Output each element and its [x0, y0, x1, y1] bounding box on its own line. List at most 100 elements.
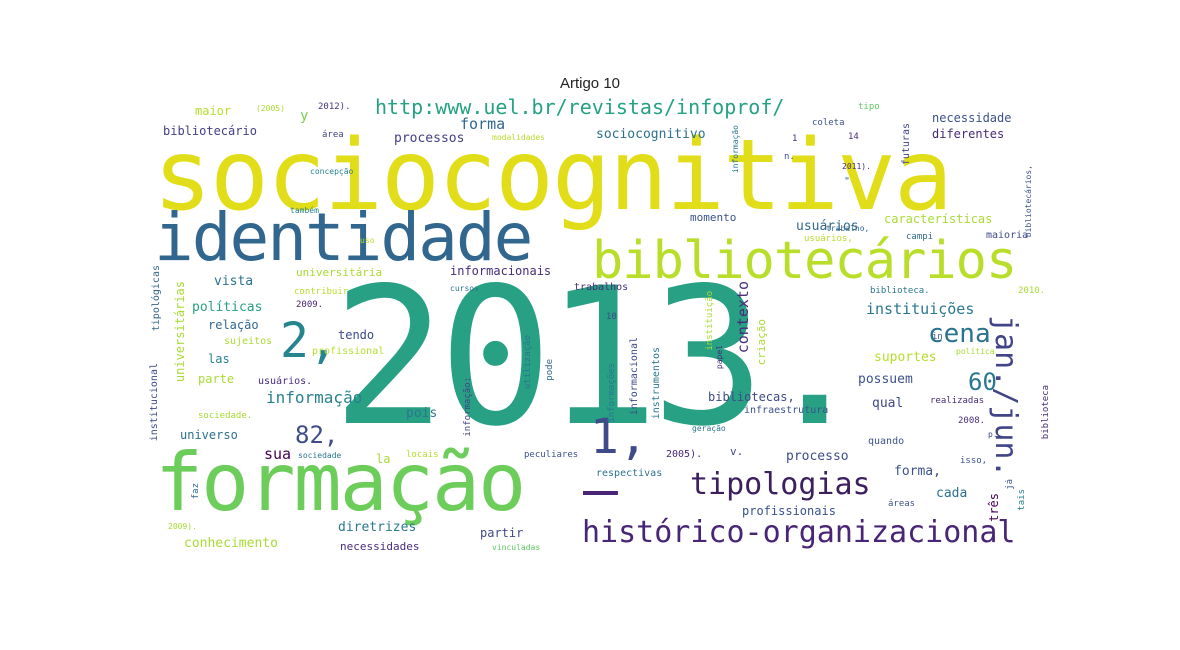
word-url: http:www.uel.br/revistas/infoprof/ [375, 95, 785, 119]
word-biblioteca: biblioteca. [870, 286, 930, 296]
word-informacoes: informações [607, 363, 617, 423]
word-profissional: profissional [312, 346, 385, 357]
word-usuarios3: usuários. [258, 376, 313, 387]
word-processo: processo [786, 449, 849, 464]
word-sua: sua [264, 445, 292, 463]
word-qual: qual [872, 396, 904, 411]
word-uso: uso [360, 236, 375, 245]
word-criacao: criação [755, 319, 768, 366]
word-in: in [932, 332, 943, 342]
word-diretrizes: diretrizes [338, 520, 417, 535]
word-quote: " [844, 176, 851, 187]
word-relacao: relação [208, 318, 259, 332]
word-cloud: 2013. sociocognitiva formação identidade… [149, 95, 1051, 565]
word-partir: partir [480, 526, 524, 540]
word-tendo: tendo [338, 328, 375, 342]
word-2010: 2010. [1018, 286, 1046, 296]
word-bibliotecarios: bibliotecários [592, 231, 1017, 291]
word-coleta: coleta [812, 118, 845, 128]
word-vista: vista [214, 274, 254, 289]
word-suportes: suportes [874, 350, 937, 365]
word-n: n. [784, 152, 795, 162]
word-sociocognitiva: sociocognitiva [153, 119, 953, 233]
word-sociedade: sociedade. [198, 411, 253, 421]
word-respectivas: respectivas [596, 468, 663, 479]
word-tais: tais [1017, 489, 1027, 511]
word-faz: faz [191, 483, 201, 500]
word-caracteristicas: características [884, 212, 993, 226]
word-1-comma: 1, [590, 409, 648, 465]
word-cursos: cursos [450, 284, 479, 293]
word-tambem: também [290, 206, 319, 215]
word-universitarias: universitárias [173, 281, 187, 383]
word-informacional: informacional [629, 337, 640, 416]
word-diferentes: diferentes [932, 127, 1005, 141]
word-2012: 2012). [318, 102, 351, 112]
word-parte: parte [198, 372, 235, 386]
word-informacao: informação [266, 388, 363, 407]
word-institucional: institucional [149, 363, 160, 442]
word-2011: 2011). [842, 162, 871, 171]
word-historico-organizacional: histórico-organizacional [582, 515, 1016, 550]
word-sociedade2: sociedade [298, 451, 342, 460]
word-necessidades: necessidades [340, 540, 420, 553]
word-usuarios: usuários [796, 219, 859, 234]
word-necessidade: necessidade [932, 111, 1012, 125]
word-formacao: formação [155, 436, 526, 529]
word-campi: campi [906, 232, 934, 242]
word-informacao-colon: informação: [463, 377, 473, 437]
word-82: 82, [295, 421, 339, 449]
word-10: 10 [606, 312, 617, 322]
word-bibliotecario: bibliotecário [163, 124, 257, 138]
word-2008: 2008. [958, 416, 986, 426]
word-contribuir: contribuir [294, 287, 349, 297]
word-maioria: maioria [986, 230, 1029, 241]
word-futuras: futuras [901, 123, 912, 166]
word-areas: áreas [888, 499, 916, 509]
word-forma2: forma, [894, 464, 941, 479]
word-politica: política [956, 347, 995, 356]
word-maior: maior [195, 104, 232, 118]
word-la: la [376, 452, 391, 466]
word-forma: forma [460, 115, 506, 133]
word-2005b: 2005). [666, 449, 703, 460]
word-informacao-vertical: informação [731, 125, 740, 174]
word-possuem: possuem [858, 372, 913, 387]
word-concepcao: concepção [310, 167, 354, 176]
word-utilizacao: utilização [523, 335, 533, 390]
word-jan-jun: jan./jun. [988, 315, 1023, 478]
word-instituicoes: instituições [866, 300, 975, 318]
word-contexto: contexto [734, 281, 752, 354]
word-v: v. [730, 445, 744, 458]
word-biblioteca-vertical: biblioteca [1041, 385, 1051, 440]
word-2-comma: 2, [280, 313, 338, 369]
word-y: y [300, 108, 309, 124]
word-processos: processos [394, 131, 465, 146]
word-2009b: 2009). [168, 522, 197, 531]
word-bibliotecarios-vertical: bibliotecários, [1024, 165, 1033, 238]
word-instrumentos: instrumentos [651, 347, 662, 420]
word-cada: cada [936, 486, 968, 501]
word-politicas: políticas [192, 300, 263, 315]
word-las: las [208, 352, 230, 366]
word-momento: momento [690, 211, 737, 224]
word-area: área [322, 130, 344, 140]
word-tipologias: tipologias [690, 467, 871, 502]
word-ja: já [1005, 479, 1015, 490]
word-identidade: identidade [154, 199, 533, 276]
word-tres: três [987, 493, 1001, 522]
word-bibliotecas: bibliotecas, [708, 390, 795, 404]
word-modalidades: modalidades [492, 133, 545, 142]
word-pode: pode [545, 359, 555, 381]
word-universitaria: universitária [296, 266, 383, 279]
word-2005a: (2005) [256, 104, 285, 113]
word-usuarios2: usuários, [804, 234, 853, 244]
word-dash: — [583, 455, 618, 523]
word-profissionais: profissionais [742, 504, 836, 518]
word-tipologicas: tipológicas [151, 265, 162, 332]
word-2013: 2013. [332, 247, 872, 468]
word-trabalhos: trabalhos [574, 282, 629, 293]
word-conhecimento: conhecimento [184, 536, 278, 551]
word-universo: universo [180, 428, 238, 442]
word-sujeitos: sujeitos [224, 336, 273, 347]
